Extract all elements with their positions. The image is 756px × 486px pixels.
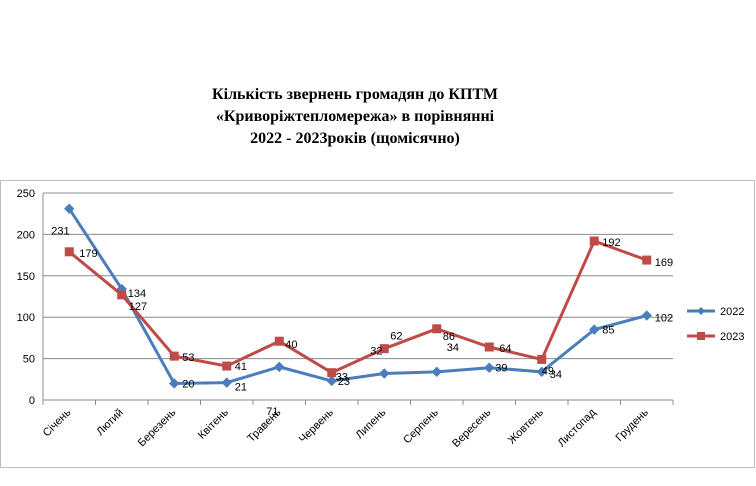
data-label-2022: 23 [338,376,350,388]
data-label-2022: 71 [266,406,278,418]
data-label-2022: 32 [370,346,382,358]
data-label-2022: 34 [550,369,562,381]
series-group [64,203,652,389]
marker-2023 [169,351,179,361]
marker-2023 [117,290,127,300]
x-tick-label: Листопад [556,406,599,449]
x-tick-label: Квітень [196,406,231,441]
marker-2022 [589,324,600,335]
marker-2023 [379,344,389,354]
marker-2023 [484,342,494,352]
marker-2023 [589,236,599,246]
data-label-2023: 40 [285,339,297,351]
x-tick-label: Вересень [450,406,493,449]
x-tick-label: Липень [354,406,389,441]
chart-title: Кількість звернень громадян до КПТМ «Кри… [120,84,590,150]
marker-2022 [169,378,180,389]
data-label-2022: 20 [182,378,194,390]
y-axis: 0 50 100 150 200 250 [17,188,44,407]
x-tick-label: Березень [136,406,179,449]
y-tick-label: 0 [29,395,35,407]
legend-label-2023: 2023 [720,331,744,343]
data-label-2023: 53 [182,352,194,364]
data-labels: 231 134 20 21 71 23 32 34 39 34 85 102 179 127 53 41 40 3… [51,226,673,418]
marker-2022 [641,310,652,321]
data-label-2023: 49 [542,365,554,377]
chart-title-line-3: 2022 - 2023років (щомісячно) [250,130,460,147]
marker-2022 [64,203,75,214]
x-tick-label: Січень [41,406,74,439]
data-label-2022: 134 [128,288,146,300]
data-label-2023: 62 [390,331,402,343]
data-label-2023: 169 [655,257,673,269]
marker-2022 [379,368,390,379]
data-label-2023: 41 [235,361,247,373]
marker-2023 [274,336,284,346]
y-tick-label: 250 [17,188,35,200]
x-tick-label: Грудень [614,406,652,444]
series-line-2023 [68,239,648,375]
legend-marker-2022 [697,307,705,315]
grid-lines [43,192,673,360]
line-chart: 0 50 100 150 200 250 Січень Лютий Березень Квіте… [17,188,745,450]
marker-2022 [274,361,285,373]
legend: 2022 2023 [687,306,744,343]
legend-marker-2023 [697,332,705,340]
data-label-2023: 33 [336,372,348,384]
marker-2022 [484,362,495,373]
y-tick-label: 150 [17,271,35,283]
marker-2023 [432,324,442,334]
chart-title-line-2: «Криворіжтепломережа» в порівнянні [215,108,495,125]
data-label-2023: 127 [129,301,147,313]
data-label-2023: 64 [499,343,511,355]
marker-2023 [64,247,74,257]
data-label-2022: 21 [235,382,247,394]
x-tick-label: Червень [297,406,336,445]
chart-area: 0 50 100 150 200 250 Січень Лютий Березень Квіте… [0,180,755,468]
data-label-2022: 85 [602,325,614,337]
data-label-2022: 102 [655,313,673,325]
x-tick-label: Серпень [401,406,441,446]
y-tick-label: 200 [17,229,35,241]
data-label-2022: 34 [447,342,459,354]
marker-2023 [537,354,547,364]
chart-title-line-1: Кількість звернень громадян до КПТМ [212,86,498,103]
data-label-2023: 192 [602,237,620,249]
data-label-2022: 231 [51,226,69,238]
marker-2022 [326,375,337,387]
data-label-2023: 179 [79,248,97,260]
marker-2022 [536,366,547,378]
y-tick-label: 100 [17,312,35,324]
marker-2022 [221,377,232,388]
marker-2023 [642,255,652,265]
x-axis: Січень Лютий Березень Квітень Травень Червень… [41,399,674,450]
x-tick-label: Лютий [94,407,126,439]
marker-2023 [327,368,337,378]
data-label-2022: 39 [495,363,507,375]
y-tick-label: 50 [23,354,35,366]
series-line-2022 [67,207,648,385]
legend-label-2022: 2022 [720,306,744,318]
marker-2022 [431,366,442,378]
marker-2023 [222,361,232,371]
data-label-2023: 86 [443,331,455,343]
x-tick-label: Жовтень [506,406,546,446]
